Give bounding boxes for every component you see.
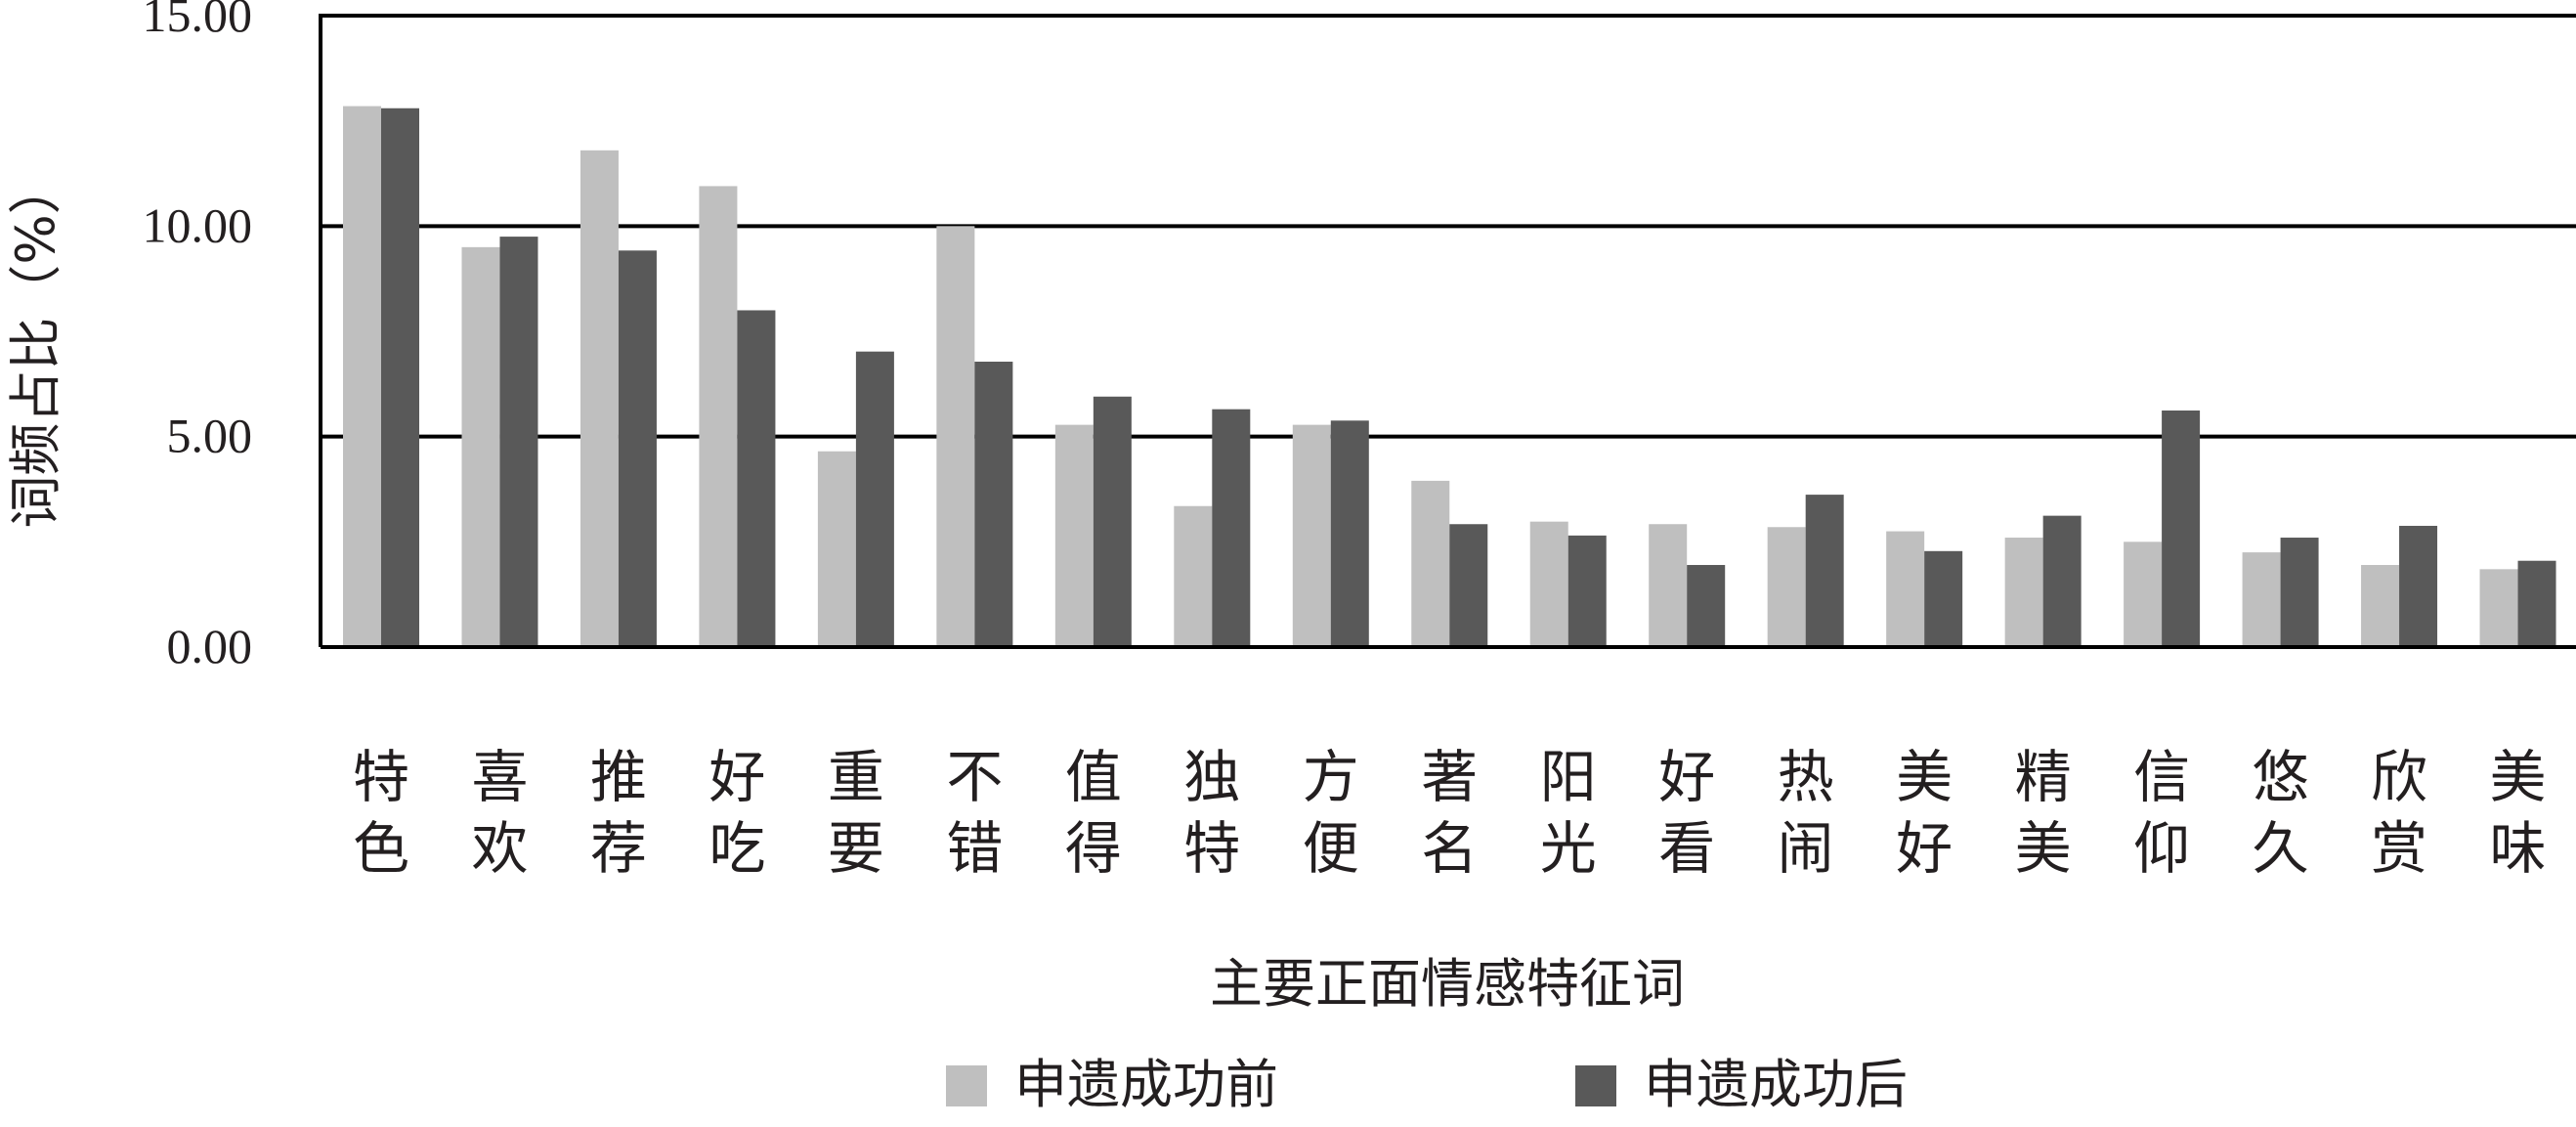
x-tick-label: 仰 [2133,815,2190,882]
gridlines [321,14,2576,439]
legend-label: 申遗成功前 [1014,1054,1278,1115]
x-tick-label: 错 [946,815,1003,882]
y-tick-label: 15.00 [143,0,253,42]
bar-after [2399,525,2438,647]
x-axis-title: 主要正面情感特征词 [1210,953,1685,1015]
x-tick-label: 光 [1540,815,1597,882]
x-tick-label: 信 [2133,744,2190,810]
bar-before [2124,542,2163,647]
bars [343,106,2556,648]
x-tick-label: 热 [1778,744,1834,810]
x-tick-label: 荐 [590,815,647,882]
axes [319,14,2576,649]
x-tick-label: 好 [1896,815,1953,882]
x-tick-label: 久 [2253,815,2309,882]
x-tick-label: 不 [946,744,1003,810]
bar-before [817,451,856,647]
x-tick-label: 推 [590,744,647,810]
x-tick-label: 闹 [1778,815,1834,882]
x-tick-label: 看 [1658,815,1715,882]
x-tick-label: 悠 [2253,744,2309,810]
x-tick-label: 欣 [2371,744,2427,810]
x-tick-label: 著 [1421,744,1478,810]
x-tick-label: 欢 [471,815,528,882]
bar-before [1411,480,1450,647]
bar-before [1174,505,1213,647]
bar-after [737,310,776,647]
bar-before [1767,527,1806,647]
x-tick-label: 重 [828,744,884,810]
x-tick-label: 值 [1065,744,1122,810]
bar-after [499,237,538,647]
x-tick-label: 独 [1183,744,1240,810]
bar-after [1687,565,1726,647]
x-tick-label: 吃 [708,815,765,882]
x-tick-label: 美 [2490,744,2547,810]
x-tick-label: 美 [1896,744,1953,810]
bar-after [1330,420,1369,647]
bar-after [1212,409,1251,647]
x-tick-label: 美 [2015,815,2072,882]
bar-before [1292,424,1331,647]
y-tick-label: 5.00 [167,409,253,463]
legend-label: 申遗成功后 [1644,1054,1908,1115]
x-tick-label: 名 [1421,815,1478,882]
x-tick-label: 好 [708,744,765,810]
bar-before [1649,524,1688,647]
bar-after [1805,495,1844,647]
bar-after [974,362,1013,647]
bar-before [2004,538,2043,647]
bar-after [1449,524,1488,647]
bar-before [1529,521,1568,647]
x-tick-label: 味 [2490,815,2547,882]
x-tick-label: 色 [353,815,409,882]
x-tick-label: 得 [1065,815,1122,882]
bar-before [1054,424,1094,647]
bar-after [2162,410,2201,647]
legend: 申遗成功前 申遗成功后 [946,1054,1908,1115]
bar-before [343,106,381,648]
y-tick-label: 0.00 [167,619,253,673]
bar-after [2042,515,2082,647]
bar-before [2242,552,2281,647]
x-tick-label: 方 [1303,744,1359,810]
y-tick-label: 10.00 [143,197,253,252]
legend-swatch [1575,1065,1616,1106]
bar-before [580,150,619,647]
bar-before [2361,565,2400,647]
bar-before [936,226,975,648]
bar-after [1567,535,1607,647]
y-tick-labels: 0.00 5.00 10.00 15.00 [143,0,253,673]
bar-after [618,250,657,647]
x-tick-label: 特 [353,744,409,810]
y-axis-title: 词频占比（%） [5,161,66,528]
bar-before [699,186,738,648]
bar-after [855,351,894,647]
bar-after [2280,538,2319,647]
x-tick-label: 便 [1303,815,1359,882]
bar-after [1093,396,1132,647]
x-tick-label: 好 [1658,744,1715,810]
x-tick-label: 特 [1183,815,1240,882]
x-tick-label: 喜 [471,744,528,810]
x-tick-label: 赏 [2371,815,2427,882]
bar-before [2479,569,2518,647]
x-tick-label: 阳 [1540,744,1597,810]
bar-before [461,246,500,647]
bar-after [381,108,419,648]
x-tick-label: 要 [828,815,884,882]
x-tick-label: 精 [2015,744,2072,810]
bar-before [1886,531,1925,647]
bar-after [2517,560,2556,647]
legend-swatch [946,1065,987,1106]
bar-after [1924,550,1963,647]
